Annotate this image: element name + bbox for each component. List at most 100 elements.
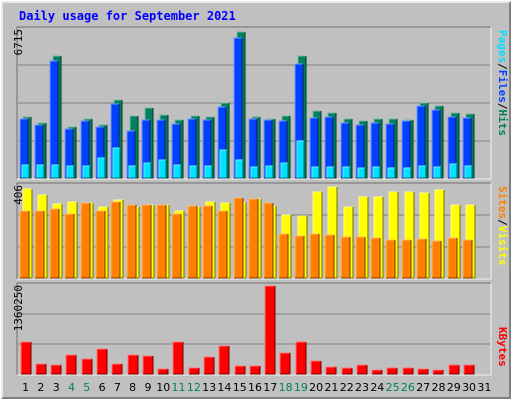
- pages-bar-fill: [220, 150, 227, 178]
- sites-bar: [217, 210, 228, 279]
- day-label: 12: [187, 381, 201, 394]
- pages-bar-highlight: [280, 162, 288, 178]
- kbytes-bar-fill: [36, 364, 46, 374]
- kbytes-bar-shadow: [112, 364, 123, 375]
- files-bar-highlight: [187, 118, 196, 178]
- pages-bar-shadow: [450, 164, 458, 179]
- sites-bar-shadow: [295, 236, 305, 279]
- kbytes-bar: [402, 367, 414, 375]
- sites-bar-fill: [341, 237, 350, 278]
- kbytes-bar: [325, 366, 337, 375]
- kbytes-bar-shadow: [280, 353, 291, 375]
- kbytes-bar: [463, 364, 475, 375]
- pages-bar-fill: [83, 166, 90, 178]
- kbytes-bar-fill: [21, 342, 31, 374]
- pages-bar: [326, 166, 335, 179]
- pages-bar-fill: [388, 168, 395, 178]
- kbytes-bar: [50, 364, 62, 375]
- kbytes-bar-highlight: [157, 368, 168, 374]
- pages-bar-highlight: [372, 166, 380, 178]
- kbytes-panel-light-edge: [17, 283, 492, 376]
- kbytes-bar-highlight: [203, 356, 214, 374]
- files-bar-highlight: [278, 120, 287, 178]
- kbytes-bar-shadow: [66, 355, 77, 375]
- sites-bar: [324, 234, 335, 279]
- sites-bar-highlight: [431, 240, 441, 278]
- pages-bar-highlight: [342, 166, 350, 178]
- sites-bar: [233, 197, 244, 279]
- sites-bar-shadow: [172, 214, 182, 279]
- sites-bar-fill: [448, 238, 457, 278]
- kbytes-bar-highlight: [20, 341, 31, 374]
- kbytes-bar-shadow: [128, 355, 139, 375]
- pages-bar-highlight: [219, 149, 227, 178]
- kbytes-bar-fill: [235, 366, 245, 374]
- files-bar-fill: [402, 121, 410, 178]
- sites-bar-fill: [325, 235, 334, 278]
- files-bar: [233, 37, 243, 179]
- pages-bar-shadow: [83, 166, 91, 179]
- pages-bar-highlight: [326, 166, 334, 178]
- sites-bar-highlight: [340, 236, 350, 278]
- sites-bar-highlight: [187, 205, 197, 278]
- pages-bar-shadow: [266, 166, 274, 179]
- sites-bar-shadow: [279, 234, 289, 279]
- pages-bar-shadow: [67, 166, 75, 179]
- files-bar-fill: [279, 121, 287, 178]
- sites-bar-shadow: [432, 241, 442, 279]
- pages-bar-fill: [174, 165, 181, 178]
- sites-bar-fill: [432, 241, 441, 278]
- kbytes-bar-fill: [219, 346, 229, 374]
- sites-bar-fill: [417, 239, 426, 278]
- sites-bar-shadow: [111, 202, 121, 279]
- sites-bar-fill: [249, 199, 258, 278]
- kbytes-bar: [295, 341, 307, 375]
- pages-bar-highlight: [82, 165, 90, 178]
- kbytes-bar-highlight: [81, 358, 92, 374]
- pages-bar-shadow: [190, 166, 198, 179]
- sites-bar-highlight: [401, 239, 411, 278]
- pages-bar-shadow: [388, 168, 396, 179]
- files-bar-fill: [325, 117, 333, 178]
- day-label: 27: [416, 381, 430, 394]
- pages-bar-shadow: [373, 167, 381, 179]
- sites-bar: [447, 237, 458, 279]
- pages-bar-fill: [205, 166, 212, 178]
- kbytes-bar: [172, 341, 184, 375]
- day-label: 14: [217, 381, 231, 394]
- sites-bar-fill: [463, 240, 472, 278]
- visits-bar-fill: [328, 187, 337, 278]
- pages-bar-highlight: [173, 164, 181, 178]
- pages-bar: [403, 167, 412, 179]
- kbytes-bar-fill: [387, 368, 397, 374]
- day-label: 23: [355, 381, 369, 394]
- pages-bar-shadow: [98, 158, 106, 179]
- pages-bar-fill: [281, 163, 288, 178]
- sites-bar-shadow: [371, 238, 381, 279]
- sites-bar-highlight: [141, 204, 151, 278]
- sites-bar-highlight: [80, 202, 90, 278]
- sites-bar-highlight: [34, 210, 44, 278]
- kbytes-bar: [142, 355, 154, 375]
- kbytes-bar-highlight: [96, 348, 107, 374]
- pages-bar: [464, 165, 473, 179]
- pages-bar-shadow: [37, 165, 45, 179]
- pages-bar: [265, 165, 274, 179]
- kbytes-bar-fill: [342, 368, 352, 374]
- sites-bar-fill: [20, 211, 29, 278]
- pages-bar-fill: [236, 160, 243, 178]
- files-bar-fill: [81, 121, 89, 178]
- kbytes-panel: [17, 283, 491, 375]
- visits-legend-sites: Sites: [496, 186, 509, 219]
- hits-legend-hits: Hits: [496, 110, 509, 137]
- day-label: 31: [477, 381, 491, 394]
- files-bar-highlight: [156, 119, 165, 178]
- pages-bar-shadow: [327, 167, 335, 179]
- sites-bar: [263, 202, 274, 279]
- hits-legend-separator: /: [496, 63, 509, 70]
- sites-bar-fill: [234, 198, 243, 278]
- kbytes-bar-shadow: [418, 369, 429, 375]
- kbytes-bar-highlight: [188, 367, 199, 374]
- sites-bar-shadow: [448, 238, 458, 279]
